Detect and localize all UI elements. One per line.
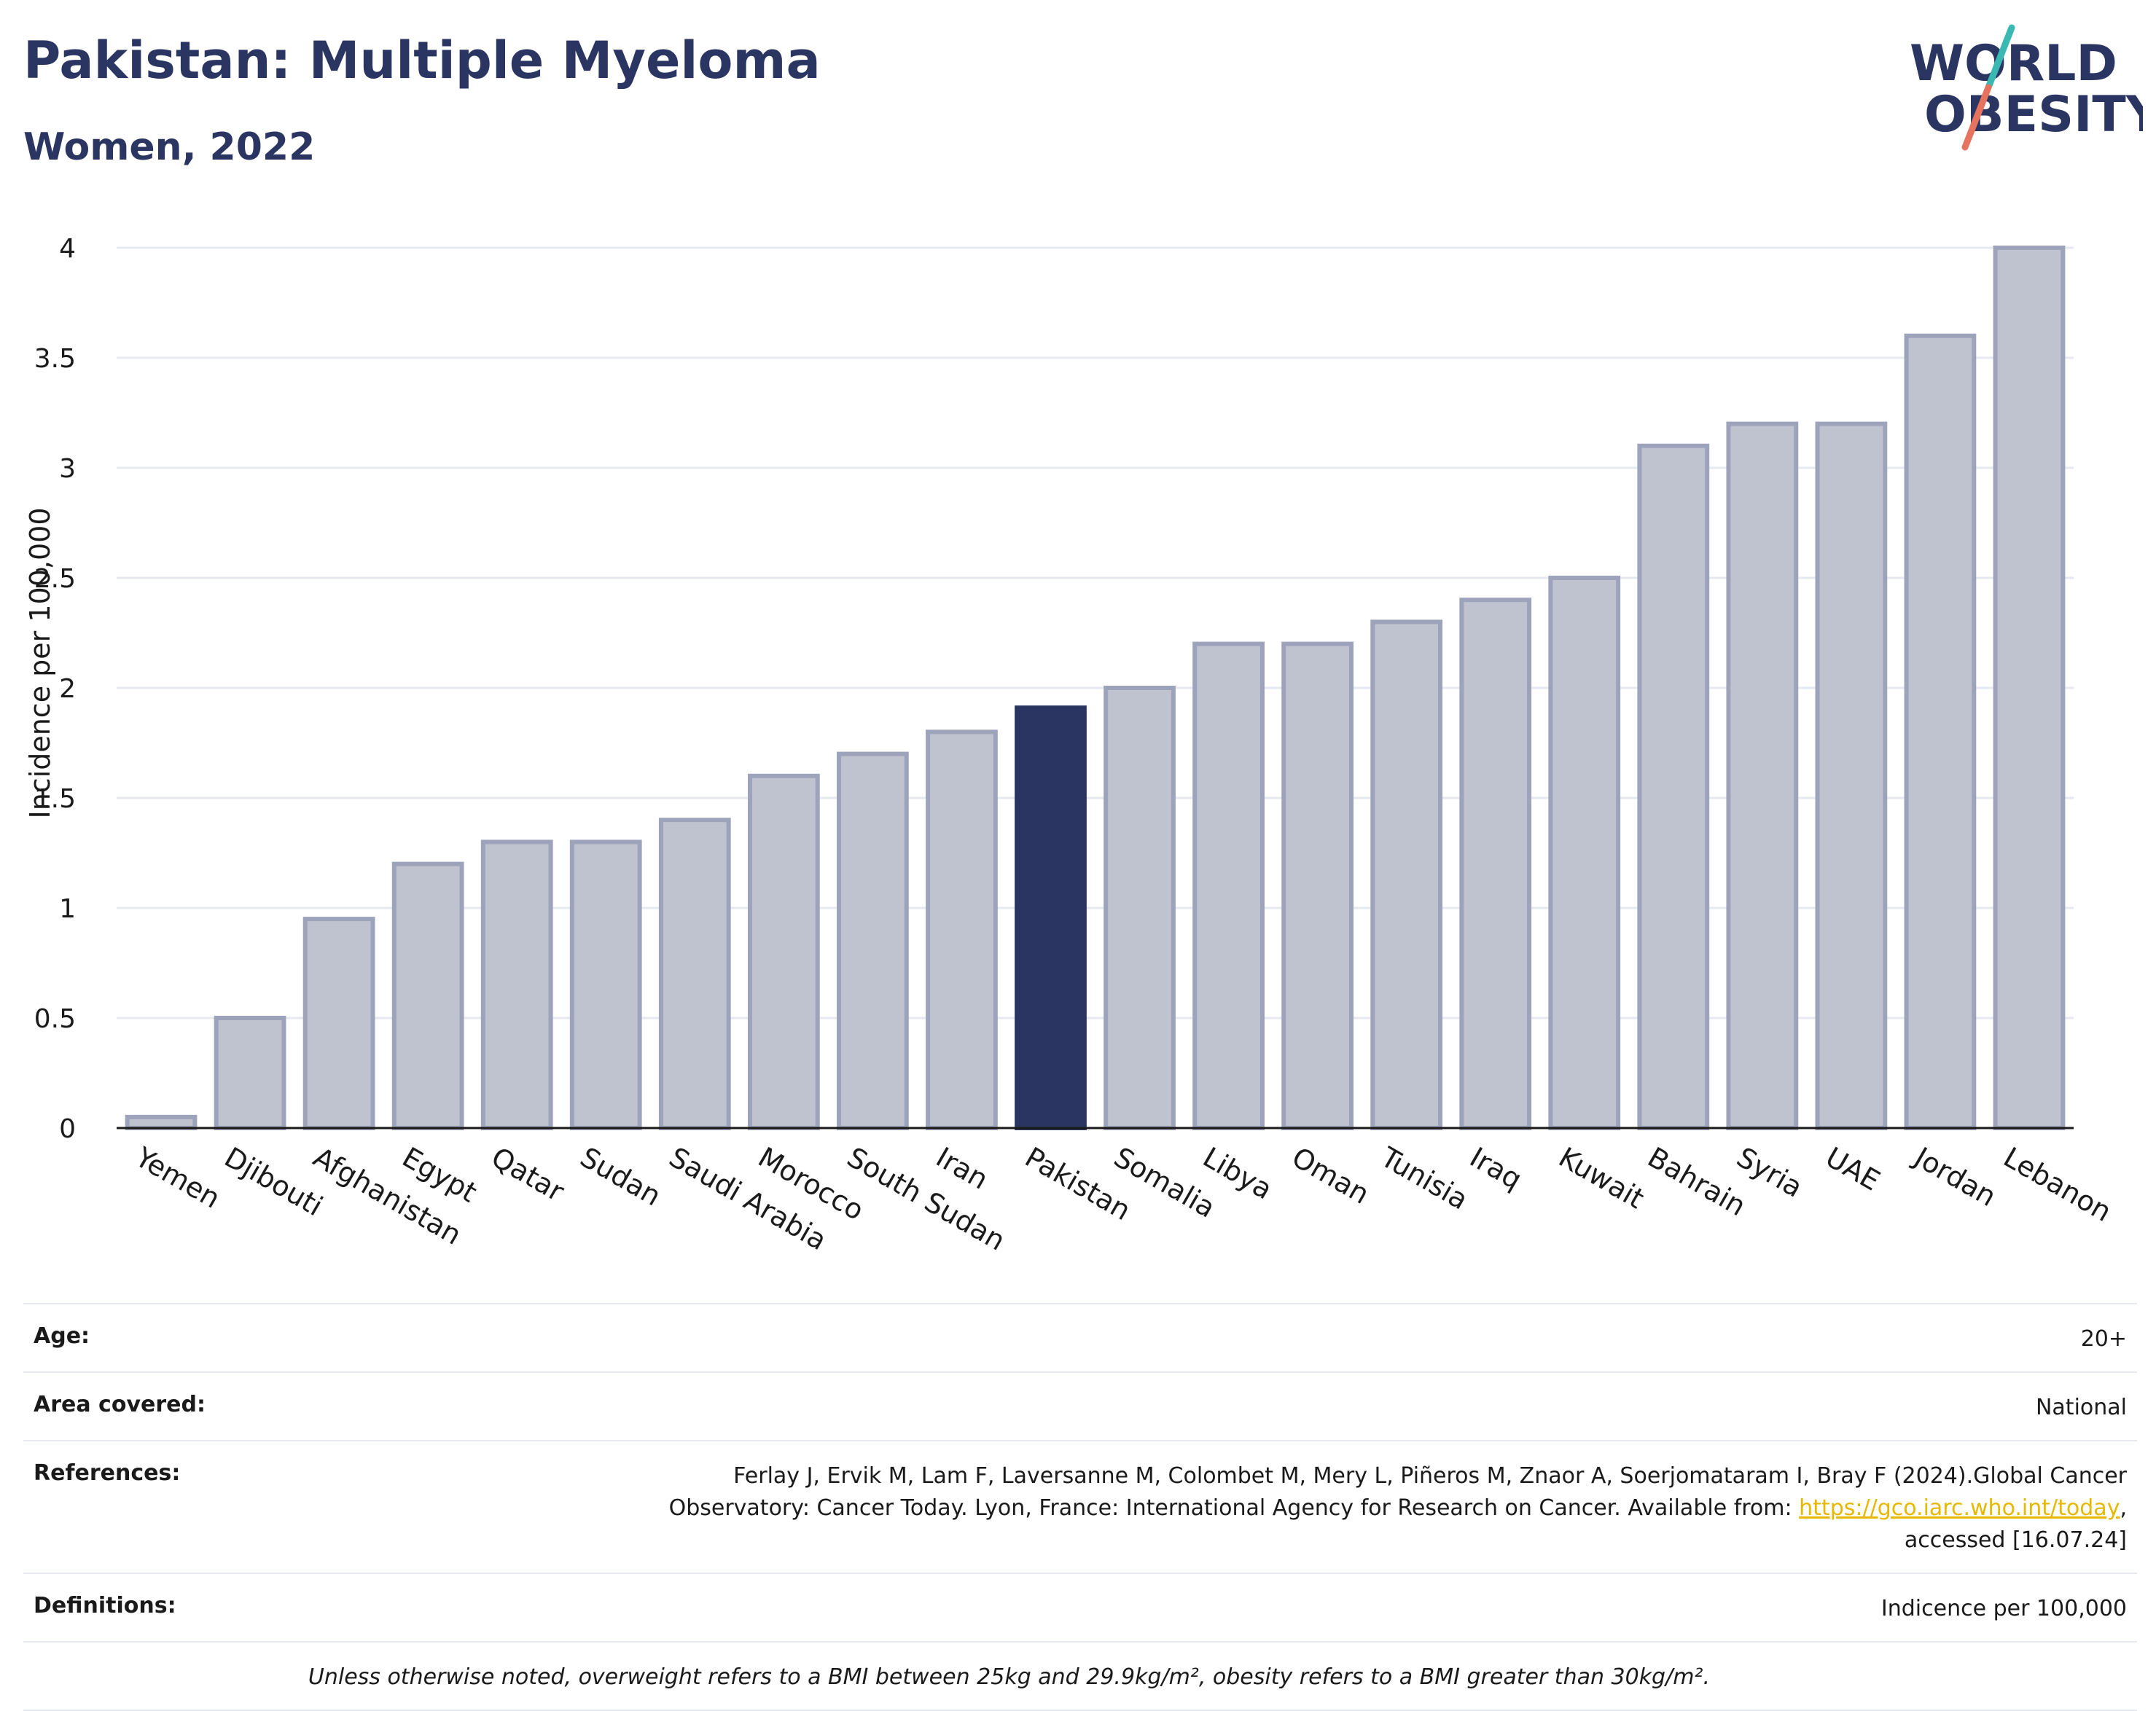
x-tick-label: Djibouti [219,1141,329,1223]
references-link[interactable]: https://gco.iarc.who.int/today [1799,1495,2120,1521]
bar [214,1016,286,1130]
area-label: Area covered: [34,1392,206,1417]
references-label: References: [34,1460,181,1486]
meta-row-age: Age: 20+ [23,1303,2137,1371]
y-tick-label: 3.5 [34,344,76,374]
age-label: Age: [34,1323,90,1349]
bar-highlighted [1015,705,1087,1130]
y-tick-label: 0 [59,1114,76,1144]
page-title: Pakistan: Multiple Myeloma [23,31,821,90]
y-tick-label: 3 [59,454,76,484]
x-tick-label: Iraq [1464,1141,1527,1196]
bar [1904,333,1977,1130]
references-accessed: , accessed [16.07.24] [1904,1495,2127,1553]
bar [1815,421,1888,1130]
bar-layer [125,246,2066,1131]
y-tick-label: 4 [59,234,76,264]
bar [747,773,820,1131]
bar [1370,619,1443,1130]
bar [1459,598,1532,1130]
x-tick-label: Bahrain [1642,1141,1751,1223]
y-tick-label: 2 [59,674,76,704]
bar [391,861,464,1130]
y-tick-label: 0.5 [34,1004,76,1034]
bar [1281,641,1354,1130]
age-value: 20+ [2080,1326,2127,1352]
bar [1192,641,1265,1130]
meta-row-area: Area covered: National [23,1371,2137,1440]
area-value: National [2035,1395,2127,1420]
references-text: Ferlay J, Ervik M, Lam F, Laversanne M, … [668,1463,2127,1521]
logo-line-1: WORLD [1910,35,2117,93]
page-subtitle: Women, 2022 [23,125,316,169]
meta-row-note: Unless otherwise noted, overweight refer… [23,1641,2137,1711]
definitions-value: Indicence per 100,000 [1880,1596,2127,1621]
bar [1993,246,2066,1130]
bar [1637,443,1710,1130]
y-axis-label: Incidence per 100,000 [24,507,56,818]
bar [125,1114,198,1131]
world-obesity-logo: WORLD OBESITY [1902,22,2156,153]
bar [302,917,375,1130]
bar [569,839,642,1131]
y-tick-label: 1.5 [34,784,76,814]
y-tick-label: 2.5 [34,564,76,594]
bar [926,729,998,1130]
bar [1726,421,1799,1130]
y-tick-label: 1 [59,894,76,924]
bar [1548,576,1621,1130]
bar [658,818,731,1130]
bar-chart: 00.511.522.533.54YemenDjiboutiAfghanista… [24,234,2117,1257]
metadata-table: Age: 20+ Area covered: National Referenc… [23,1303,2137,1711]
meta-row-references: References: Ferlay J, Ervik M, Lam F, La… [23,1440,2137,1573]
logo-line-2: OBESITY [1924,86,2143,144]
bmi-note: Unless otherwise noted, overweight refer… [308,1664,1710,1690]
bar [837,751,909,1130]
bar [480,839,553,1131]
x-tick-label: Iran [931,1141,993,1196]
x-tick-label: Sudan [575,1141,667,1213]
x-tick-label: Lebanon [1998,1141,2117,1228]
x-tick-label: UAE [1820,1141,1885,1197]
x-tick-label: Oman [1286,1141,1375,1210]
x-tick-label: Yemen [130,1140,226,1215]
references-value: Ferlay J, Ervik M, Lam F, Laversanne M, … [611,1460,2127,1557]
bar [1104,686,1176,1130]
x-tick-label: Jordan [1908,1140,2001,1213]
definitions-label: Definitions: [34,1593,176,1618]
meta-row-definitions: Definitions: Indicence per 100,000 [23,1573,2137,1641]
x-tick-label: Tunisia [1375,1140,1473,1216]
x-tick-label: Kuwait [1553,1141,1649,1215]
x-tick-label: Qatar [486,1141,570,1208]
